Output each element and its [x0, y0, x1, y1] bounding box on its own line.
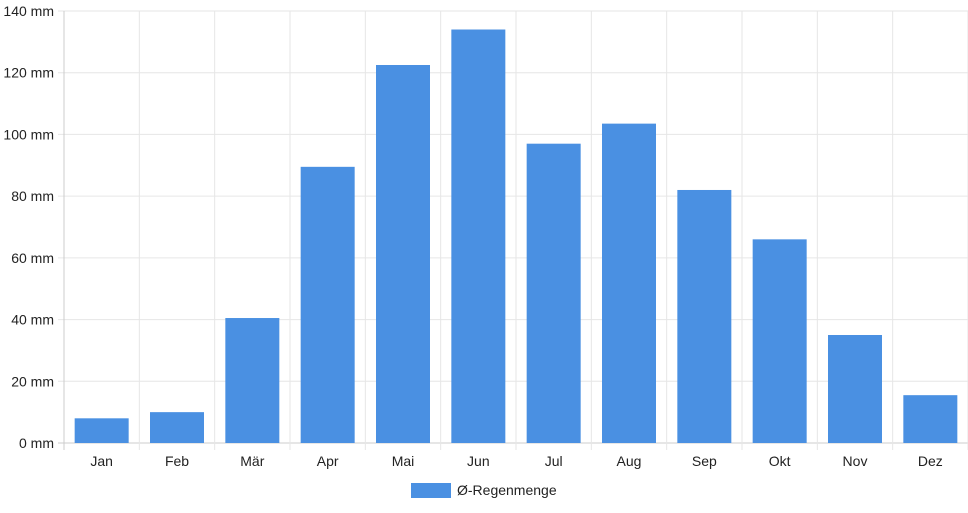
bar-apr[interactable]	[300, 166, 355, 444]
legend-label[interactable]: Ø-Regenmenge	[457, 482, 557, 498]
x-tick-label: Dez	[918, 453, 943, 469]
x-tick-label: Nov	[843, 453, 868, 469]
y-tick-label: 140 mm	[3, 3, 54, 19]
y-tick-label: 0 mm	[19, 435, 54, 451]
bar-jun[interactable]	[451, 29, 506, 444]
bar-mär[interactable]	[225, 318, 280, 443]
bar-sep[interactable]	[677, 189, 732, 443]
y-tick-label: 120 mm	[3, 65, 54, 81]
y-tick-label: 20 mm	[11, 373, 54, 389]
bars-layer	[74, 29, 958, 444]
bar-aug[interactable]	[602, 123, 656, 443]
x-tick-label: Aug	[617, 453, 642, 469]
bar-jan[interactable]	[74, 418, 129, 443]
x-tick-label: Feb	[165, 453, 189, 469]
legend[interactable]: Ø-Regenmenge	[411, 482, 557, 498]
bar-feb[interactable]	[150, 412, 204, 443]
x-tick-label: Jul	[545, 453, 563, 469]
x-tick-label: Jun	[467, 453, 490, 469]
x-tick-label: Sep	[692, 453, 717, 469]
bar-mai[interactable]	[376, 65, 430, 443]
x-tick-label: Mär	[240, 453, 264, 469]
y-tick-label: 80 mm	[11, 188, 54, 204]
x-tick-label: Okt	[769, 453, 791, 469]
legend-swatch[interactable]	[411, 483, 451, 498]
y-tick-label: 100 mm	[3, 126, 54, 142]
x-tick-label: Apr	[317, 453, 339, 469]
x-tick-label: Mai	[392, 453, 415, 469]
x-tick-label: Jan	[90, 453, 113, 469]
bar-jul[interactable]	[526, 143, 581, 443]
y-tick-label: 40 mm	[11, 312, 54, 328]
axis-layer: 0 mm 20 mm 40 mm 60 mm 80 mm 100 mm 120 mm 140 …	[3, 3, 942, 469]
bar-okt[interactable]	[752, 239, 807, 443]
bar-dez[interactable]	[903, 395, 958, 443]
y-tick-label: 60 mm	[11, 250, 54, 266]
bar-nov[interactable]	[828, 335, 882, 443]
grid-layer	[58, 10, 968, 450]
